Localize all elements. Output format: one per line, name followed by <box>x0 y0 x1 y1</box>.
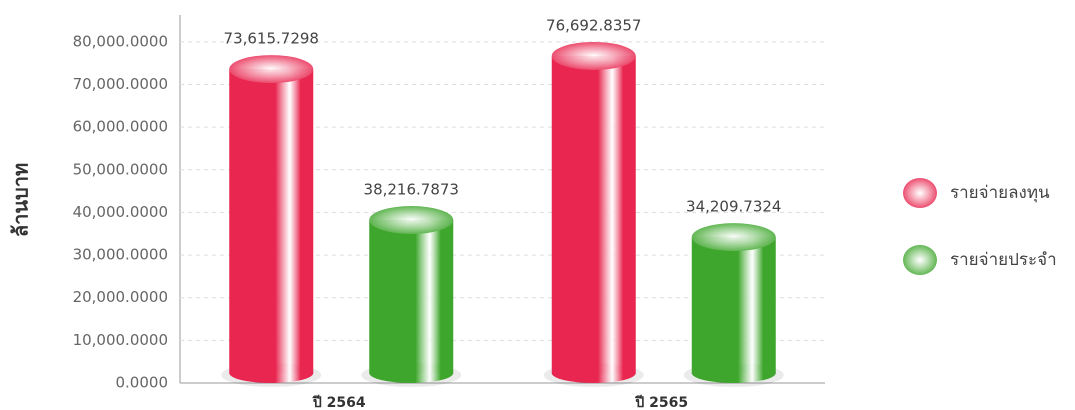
bar-top <box>229 55 314 84</box>
y-tick-label: 40,000.0000 <box>73 203 168 221</box>
bar <box>551 55 636 373</box>
legend-label: รายจ่ายประจำ <box>950 250 1057 270</box>
bar-bottom <box>551 363 636 383</box>
bar <box>369 220 454 373</box>
value-label: 73,615.7298 <box>224 30 319 48</box>
value-label: 76,692.8357 <box>546 16 641 34</box>
y-tick-label: 0.0000 <box>116 374 169 392</box>
bar-bottom <box>229 363 314 383</box>
y-tick-label: 70,000.0000 <box>73 75 168 93</box>
x-tick-label: ปี 2565 <box>634 395 688 410</box>
y-tick-label: 30,000.0000 <box>73 246 168 264</box>
y-axis-label: ล้านบาท <box>9 163 33 237</box>
y-tick-label: 50,000.0000 <box>73 160 168 178</box>
bar-bottom <box>691 363 776 383</box>
bar <box>229 69 314 373</box>
legend-swatch <box>903 245 937 275</box>
bar-bottom <box>369 363 454 383</box>
bar-top <box>691 223 776 252</box>
y-tick-label: 60,000.0000 <box>73 118 168 136</box>
y-tick-label: 20,000.0000 <box>73 288 168 306</box>
legend-swatch <box>903 178 937 208</box>
y-tick-label: 10,000.0000 <box>73 331 168 349</box>
value-label: 34,209.7324 <box>686 198 781 216</box>
bar <box>691 237 776 373</box>
value-label: 38,216.7873 <box>364 181 459 199</box>
y-tick-label: 80,000.0000 <box>73 32 168 50</box>
bar-top <box>369 206 454 235</box>
x-tick-label: ปี 2564 <box>311 395 365 410</box>
bar-top <box>551 41 636 70</box>
legend-label: รายจ่ายลงทุน <box>950 183 1050 203</box>
